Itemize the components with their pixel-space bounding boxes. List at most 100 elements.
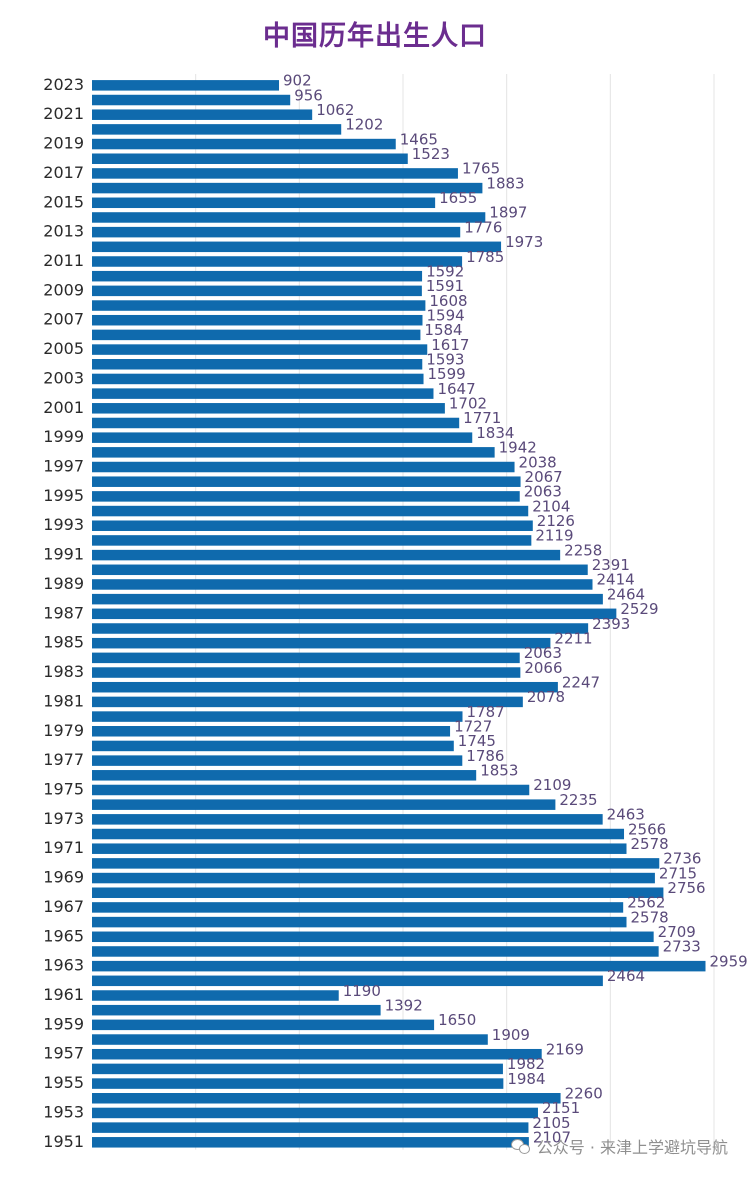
bar-2019	[92, 138, 396, 150]
data-label: 1647	[437, 380, 475, 398]
bar-1992	[92, 535, 532, 546]
bar-1979	[92, 726, 451, 737]
bar-2020	[92, 124, 342, 135]
bar-1984	[92, 652, 520, 664]
chart-title: 中国历年出生人口	[263, 21, 487, 52]
data-label: 1776	[464, 218, 502, 236]
data-label: 1765	[462, 160, 500, 178]
data-label: 1523	[412, 145, 450, 163]
data-label: 2414	[597, 571, 635, 589]
data-label: 2464	[607, 585, 645, 603]
data-label: 1584	[424, 321, 462, 339]
data-label: 2109	[533, 776, 571, 794]
data-label: 2063	[524, 483, 562, 501]
y-tick-label: 1985	[43, 633, 84, 652]
y-tick-label: 2019	[43, 134, 84, 153]
data-label: 2578	[631, 835, 669, 853]
data-label: 2169	[546, 1040, 584, 1058]
data-label: 2260	[565, 1085, 603, 1103]
bar-2009	[92, 285, 422, 297]
data-label: 2105	[532, 1114, 570, 1132]
data-label: 1883	[486, 174, 524, 192]
bar-2014	[92, 212, 486, 223]
y-tick-label: 2013	[43, 222, 84, 241]
y-tick-label: 1983	[43, 662, 84, 681]
y-tick-label: 1977	[43, 750, 84, 769]
bar-1962	[92, 975, 603, 987]
watermark-text: 公众号 · 来津上学避坑导航	[536, 1138, 728, 1157]
data-label: 1062	[316, 101, 354, 119]
bar-1977	[92, 755, 463, 766]
data-label: 1392	[385, 996, 423, 1014]
bar-2000	[92, 417, 460, 429]
bar-1972	[92, 828, 625, 840]
bar-1957	[92, 1048, 542, 1060]
y-tick-label: 2023	[43, 75, 84, 94]
data-label: 1465	[400, 130, 438, 148]
data-label: 2709	[658, 923, 696, 941]
bar-1954	[92, 1093, 561, 1104]
y-tick-label: 1957	[43, 1044, 84, 1063]
data-label: 2211	[554, 629, 592, 647]
data-label: 1591	[426, 277, 464, 295]
bar-1955	[92, 1078, 504, 1089]
bar-1970	[92, 858, 660, 869]
wechat-icon	[510, 1138, 531, 1154]
data-label: 1942	[499, 439, 537, 457]
bar-1974	[92, 799, 556, 810]
bar-1997	[92, 461, 515, 473]
bar-1963	[92, 960, 706, 972]
data-label: 1202	[345, 116, 383, 134]
y-tick-label: 1995	[43, 486, 84, 505]
bar-1959	[92, 1019, 435, 1031]
y-tick-label: 2005	[43, 339, 84, 358]
data-label: 1834	[476, 424, 514, 442]
y-tick-label: 1975	[43, 779, 84, 798]
y-tick-label: 2003	[43, 368, 84, 387]
y-tick-label: 2017	[43, 163, 84, 182]
bar-1983	[92, 667, 521, 678]
data-label: 1617	[431, 336, 469, 354]
bar-2013	[92, 226, 461, 238]
y-tick-label: 1971	[43, 838, 84, 857]
bar-1988	[92, 593, 603, 605]
data-label: 1973	[505, 233, 543, 251]
data-label: 956	[294, 86, 323, 104]
bar-1967	[92, 902, 624, 913]
bar-2021	[92, 109, 313, 120]
data-label: 1853	[480, 762, 518, 780]
bar-1996	[92, 476, 521, 487]
bar-1968	[92, 887, 664, 898]
data-label: 2107	[533, 1129, 571, 1147]
y-tick-label: 1959	[43, 1014, 84, 1033]
y-tick-label: 1967	[43, 897, 84, 916]
data-label: 1984	[507, 1070, 545, 1088]
data-label: 1785	[466, 248, 504, 266]
data-label: 2736	[663, 850, 701, 868]
bar-2005	[92, 344, 428, 355]
y-tick-label: 2007	[43, 310, 84, 329]
y-tick-label: 1981	[43, 691, 84, 710]
bar-1991	[92, 549, 561, 561]
bar-2008	[92, 300, 426, 311]
data-label: 2566	[628, 820, 666, 838]
data-label: 1787	[467, 703, 505, 721]
data-label: 1599	[428, 365, 466, 383]
data-label: 2733	[663, 938, 701, 956]
bar-2001	[92, 403, 445, 414]
data-label: 2715	[659, 864, 697, 882]
data-label: 2578	[631, 908, 669, 926]
bar-1969	[92, 872, 655, 884]
bar-1973	[92, 814, 603, 825]
y-tick-label: 1969	[43, 868, 84, 887]
bar-2012	[92, 241, 502, 253]
y-tick-label: 1987	[43, 603, 84, 622]
data-label: 2959	[709, 952, 747, 970]
bar-2003	[92, 373, 424, 385]
data-label: 2119	[535, 527, 573, 545]
data-label: 1702	[449, 395, 487, 413]
data-label: 2393	[592, 615, 630, 633]
data-label: 1655	[439, 189, 477, 207]
bar-2023	[92, 80, 280, 91]
bar-2002	[92, 388, 434, 399]
